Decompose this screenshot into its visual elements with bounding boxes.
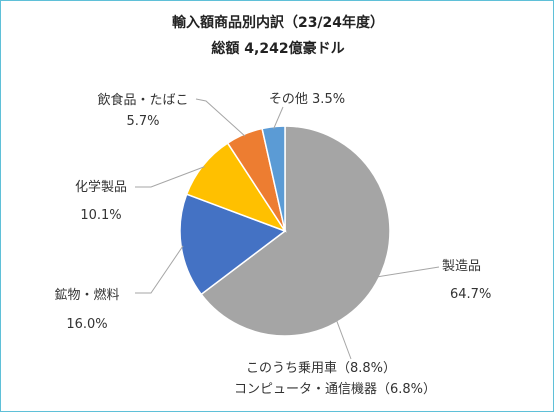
slice-manufactured (200, 125, 391, 337)
value-chemicals: 10.1% (80, 208, 121, 223)
label-minerals-fuel: 鉱物・燃料 (54, 287, 119, 303)
slice-minerals-fuel (179, 193, 287, 296)
pie-slices (179, 125, 391, 337)
leader-lines (135, 98, 440, 360)
label-manufactured: 製造品 (442, 259, 481, 274)
chart-title: 輸入額商品別内訳（23/24年度） (172, 14, 384, 31)
chart-subtitle: 総額 4,242億豪ドル (211, 40, 344, 57)
label-chemicals: 化学製品 (75, 179, 127, 195)
annotation-passenger-cars: このうち乗用車（8.8%） (246, 361, 396, 376)
slice-other (261, 125, 286, 232)
value-manufactured: 64.7% (450, 287, 491, 302)
label-other: その他 3.5% (269, 92, 345, 107)
leader-other (273, 106, 284, 129)
leader-minerals-fuel (135, 245, 184, 294)
annotation-computers-telecom: コンピュータ・通信機器（6.8%） (234, 382, 436, 397)
leader-annotation (336, 320, 352, 360)
leader-chemicals (135, 166, 205, 188)
value-minerals-fuel: 16.0% (66, 317, 107, 332)
value-food-tobacco: 5.7% (126, 114, 159, 129)
leader-food-tobacco (195, 98, 246, 137)
leader-manufactured (377, 266, 440, 278)
label-food-tobacco: 飲食品・たばこ (97, 92, 188, 108)
